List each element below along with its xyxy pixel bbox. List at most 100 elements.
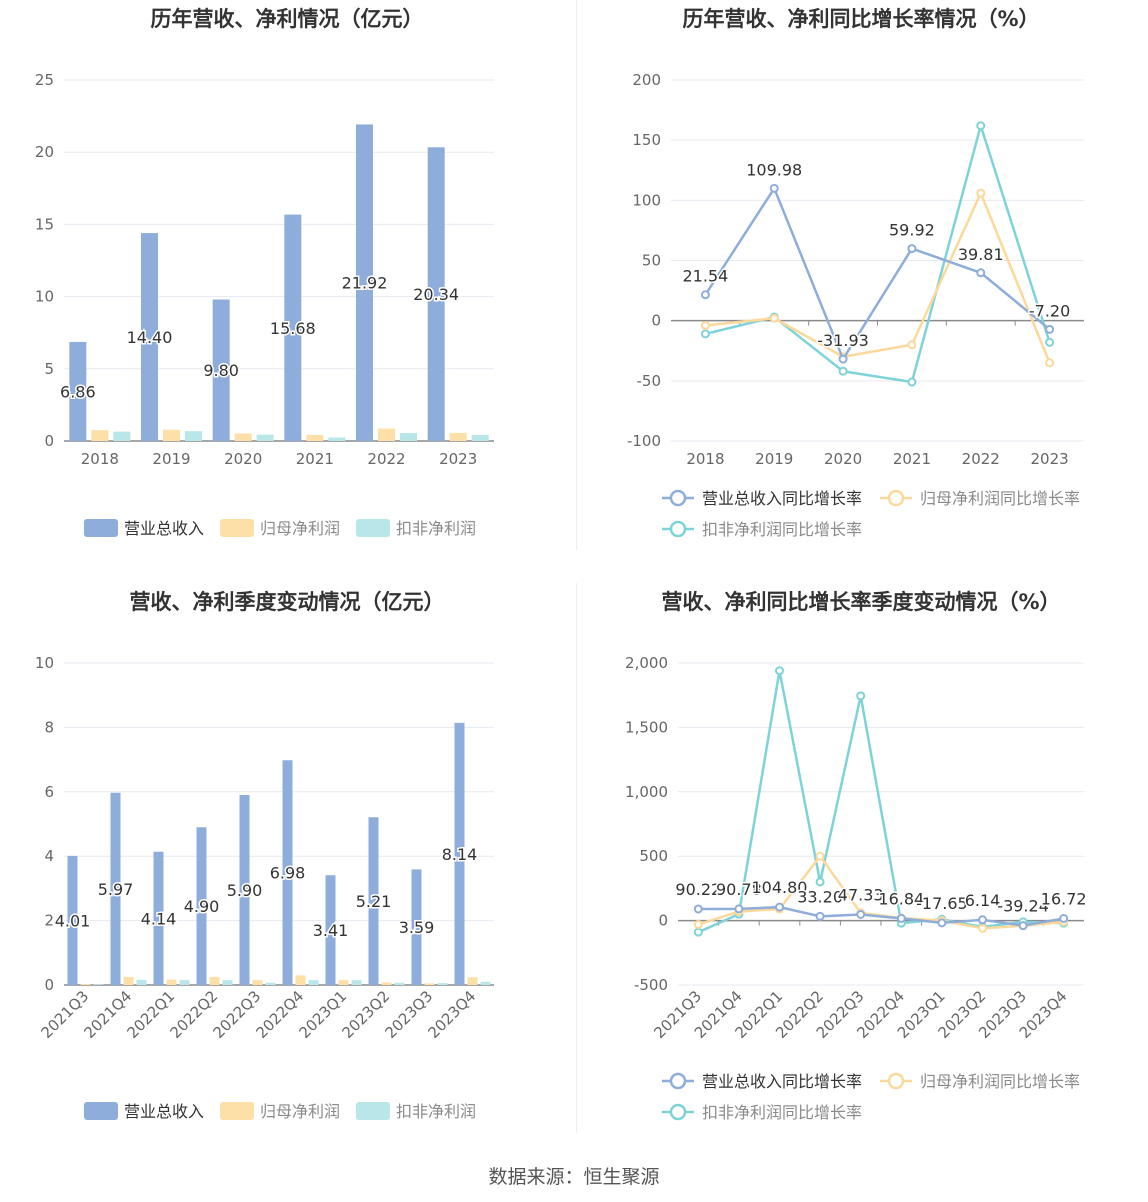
series-point-deducted-profit [693, 927, 703, 937]
y-tick-label: 1,500 [625, 718, 668, 736]
bar-net-profit [91, 430, 109, 441]
bar-net-profit [338, 980, 349, 985]
series-point-net-profit [769, 313, 779, 323]
bar-deducted-profit [256, 434, 274, 441]
line-value-label: -17.65 [916, 894, 968, 913]
bar-value-label: 5.90 [227, 881, 263, 900]
annual-growth-panel: 历年营收、净利同比增长率情况（%） -100 -50 0 50 100 150 200 2018… [574, 0, 1148, 583]
series-point-revenue [769, 183, 779, 193]
bar-deducted-profit [328, 437, 346, 441]
bar-net-profit [378, 428, 395, 441]
series-point-deducted-profit [700, 329, 710, 339]
series-point-revenue [734, 904, 744, 914]
line-value-label: 6.14 [965, 891, 1001, 910]
bar-revenue [196, 827, 207, 985]
bar-revenue [153, 851, 164, 985]
series-line-net-profit [705, 191, 1051, 364]
y-tick-label: 100 [632, 191, 661, 209]
series-point-net-profit [907, 340, 917, 350]
quarter-growth-chart: 营收、净利同比增长率季度变动情况（%） -500 0 500 1,000 1,500 2,0… [625, 590, 1088, 1122]
line-value-label: 16.72 [1041, 889, 1087, 908]
bar-deducted-profit [185, 431, 202, 441]
bar-deducted-profit [136, 979, 147, 985]
x-tick-label: 2022 [367, 450, 405, 468]
series-line-deducted-profit [697, 669, 1064, 934]
y-tick-label: 0 [44, 432, 54, 450]
line-value-label: 16.84 [878, 889, 924, 908]
bar-deducted-profit [471, 434, 489, 441]
series-point-deducted-profit [976, 121, 986, 131]
x-tick-label: 2019 [152, 450, 190, 468]
legend-swatch [84, 1102, 118, 1120]
x-tick-label: 2021 [296, 450, 334, 468]
y-tick-label: 2,000 [625, 654, 668, 672]
line-value-label: 47.33 [838, 886, 884, 905]
series-point-net-profit [693, 919, 703, 929]
line-value-label: 33.20 [797, 887, 843, 906]
line-value-label: 21.54 [683, 267, 729, 286]
bar-net-profit [381, 982, 392, 985]
series-point-revenue [976, 268, 986, 278]
y-tick-label: 150 [632, 131, 661, 149]
bar-deducted-profit [265, 982, 276, 985]
bar-revenue [282, 760, 293, 985]
series-line-revenue [698, 905, 1064, 927]
bar-net-profit [80, 984, 91, 985]
y-tick-label: 500 [639, 847, 668, 865]
bar-revenue [356, 124, 373, 442]
series-point-revenue [896, 913, 906, 923]
bar-deducted-profit [400, 433, 417, 441]
bar-revenue [239, 795, 250, 985]
line-value-label: -39.24 [997, 897, 1049, 916]
legend-swatch-marker [887, 1072, 905, 1090]
bar-deducted-profit [480, 981, 491, 985]
x-tick-label: 2021 [893, 450, 931, 468]
line-value-label: -31.93 [817, 331, 869, 350]
bar-value-label: 4.14 [141, 909, 177, 928]
bar-revenue [325, 875, 336, 985]
bar-deducted-profit [113, 431, 131, 441]
bar-value-label: 4.01 [55, 911, 91, 930]
series-point-revenue [1059, 913, 1069, 923]
series-point-deducted-profit [775, 666, 784, 676]
x-tick-label: 2023Q4 [425, 987, 480, 1042]
x-tick-label: 2020 [224, 450, 262, 468]
chart-title: 营收、净利季度变动情况（亿元） [130, 590, 445, 614]
bar-net-profit [424, 983, 435, 985]
legend-label: 归母净利润 [260, 519, 340, 538]
y-tick-label: 0 [44, 976, 54, 994]
legend-label: 扣非净利润 [396, 1102, 476, 1121]
bar-revenue [411, 869, 422, 985]
bar-net-profit [295, 975, 306, 985]
x-tick-label: 2022 [962, 450, 1000, 468]
bar-revenue [110, 792, 121, 985]
line-value-label: 59.92 [889, 221, 935, 240]
bar-net-profit [166, 979, 177, 985]
legend-swatch-marker [669, 489, 687, 507]
y-tick-label: 0 [651, 312, 661, 330]
bar-revenue [454, 722, 465, 985]
legend-swatch [220, 1102, 254, 1120]
bar-value-label: 15.68 [270, 319, 316, 338]
bar-value-label: 6.98 [270, 864, 306, 883]
line-value-label: 104.80 [752, 878, 808, 897]
bar-deducted-profit [394, 982, 405, 985]
legend-label: 营业总收入 [124, 519, 204, 538]
bar-net-profit [209, 976, 220, 985]
legend-swatch [356, 519, 390, 537]
quarter-bar-panel: 营收、净利季度变动情况（亿元） 0 2 4 6 8 10 2021Q3 2021Q4 2022Q1… [0, 583, 574, 1166]
divider-bottom [576, 583, 577, 1133]
y-tick-label: 10 [35, 288, 54, 306]
legend-label: 扣非净利润同比增长率 [702, 520, 862, 539]
series-point-revenue [838, 354, 848, 364]
bar-revenue [141, 233, 158, 441]
bar-revenue [284, 214, 302, 441]
line-value-label: -7.20 [1029, 301, 1070, 320]
y-tick-label: -50 [637, 372, 662, 390]
series-point-revenue [907, 244, 917, 254]
legend-swatch [84, 519, 118, 537]
y-tick-label: 200 [632, 71, 661, 89]
chart-title: 历年营收、净利同比增长率情况（%） [682, 7, 1039, 31]
series-point-net-profit [978, 923, 987, 933]
x-tick-label: 2018 [686, 450, 724, 468]
